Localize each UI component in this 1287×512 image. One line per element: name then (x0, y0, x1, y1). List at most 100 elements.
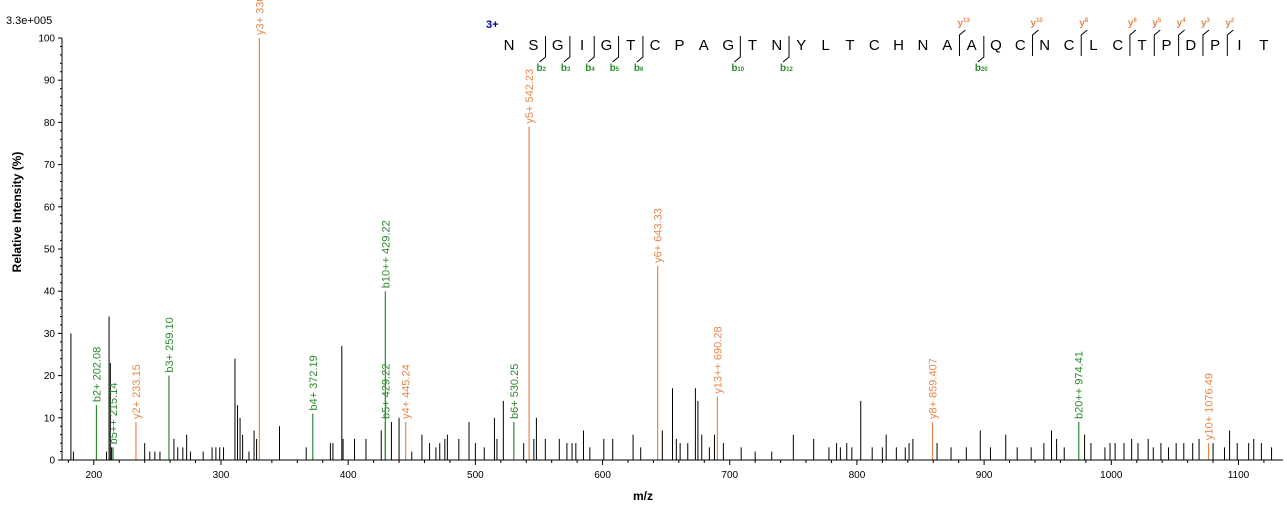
b-ion-marker (734, 36, 741, 63)
peak-label: y10+ 1076.49 (1204, 373, 1216, 440)
residue: C (1015, 37, 1026, 54)
b-ion-letter: b (537, 63, 543, 74)
residue: P (674, 37, 684, 54)
x-tick-label: 600 (594, 470, 611, 481)
b-ion-marker (563, 36, 571, 63)
b-ion-marker (977, 36, 985, 63)
peak-label: b10++ 429.22 (380, 220, 392, 288)
y-ion-marker (958, 29, 966, 56)
b-ion-number: 3 (567, 67, 571, 73)
residue: C (1064, 37, 1075, 54)
peak-label: b3+ 259.10 (164, 317, 176, 372)
residue: N (504, 37, 515, 54)
peak-label: b4+ 372.19 (308, 355, 320, 410)
x-tick-label: 400 (340, 470, 357, 481)
residue: N (771, 37, 782, 54)
y-tick-label: 40 (44, 287, 56, 298)
y-ion-label: y10 (1031, 18, 1044, 29)
charge-state-label: 3+ (486, 19, 499, 31)
y-ion-number: 2 (1231, 18, 1235, 24)
y-ion-letter: y (1128, 18, 1134, 29)
y-ion-number: 4 (1182, 18, 1186, 24)
b-ion-number: 10 (737, 67, 744, 73)
b-ion-letter: b (975, 63, 981, 74)
y-tick-label: 30 (44, 329, 56, 340)
residue: D (1185, 37, 1196, 54)
y-ion-letter: y (1031, 18, 1037, 29)
residue: G (601, 37, 613, 54)
b-ion-number: 20 (981, 67, 988, 73)
b-ion-label: b20 (975, 63, 988, 74)
peak-label: b2+ 202.08 (91, 347, 103, 402)
x-tick-label: 1000 (1100, 470, 1123, 481)
y-ion-number: 6 (1133, 18, 1137, 24)
y-ion-letter: y (1079, 18, 1085, 29)
residue: G (552, 37, 564, 54)
y-tick-label: 90 (44, 76, 56, 87)
peak-label: b5++ 215.14 (108, 383, 120, 445)
b-ion-marker (782, 36, 790, 63)
y-ion-label: y4 (1177, 18, 1187, 29)
y-tick-label: 0 (49, 456, 55, 467)
residue: C (1112, 37, 1123, 54)
y-ion-marker (1202, 29, 1210, 56)
annotated-peaks: b2+ 202.08 b5++ 215.14 y2+ 233.15 b3+ 259.1… (91, 0, 1216, 460)
y-ion-number: 3 (1207, 18, 1211, 24)
y-ion-label: y13 (957, 18, 970, 29)
peak-label: y3+ 330. (254, 0, 266, 35)
y-ion-label: y5 (1152, 18, 1162, 29)
b-ion-number: 12 (786, 67, 793, 73)
b-ion-number: 4 (591, 67, 595, 73)
intensity-scale-label: 3.3e+005 (6, 15, 52, 27)
x-axis-title: m/z (633, 489, 653, 503)
y-ion-letter: y (1177, 18, 1183, 29)
y-tick-label: 80 (44, 118, 56, 129)
residue: T (626, 37, 635, 54)
b-ion-label: b2 (537, 63, 547, 74)
axes: 0 10 20 30 40 50 60 70 80 90 100 200 300 400 500 600 700… (38, 34, 1283, 481)
b-ion-label: b5 (610, 63, 620, 74)
residue: C (650, 37, 661, 54)
y-ion-letter: y (1152, 18, 1158, 29)
y-ion-letter: y (1201, 18, 1207, 29)
peak-label: y6+ 643.33 (653, 208, 665, 263)
b-ion-label: b4 (585, 63, 595, 74)
peak-label: y2+ 233.15 (131, 364, 143, 419)
b-ion-label: b12 (780, 63, 793, 74)
y-ion-marker (1080, 29, 1088, 56)
peak-label: b5+ 429.22 (380, 364, 392, 419)
b-ion-letter: b (634, 63, 640, 74)
y-tick-label: 20 (44, 371, 56, 382)
y-tick-label: 10 (44, 413, 56, 424)
b-ion-number: 6 (640, 67, 644, 73)
residue: P (1210, 37, 1220, 54)
residue: T (1138, 37, 1147, 54)
peak-label: y8+ 859.407 (927, 358, 939, 419)
y-ion-letter: y (1225, 18, 1231, 29)
y-ion-label: y2 (1225, 18, 1235, 29)
residue: T (1259, 37, 1268, 54)
residue: I (580, 37, 584, 54)
y-ion-number: 10 (1036, 18, 1043, 24)
residue: A (942, 37, 952, 54)
y-ion-number: 8 (1085, 18, 1089, 24)
y-tick-label: 100 (38, 34, 55, 45)
y-ion-marker (1178, 29, 1185, 56)
x-tick-label: 800 (849, 470, 866, 481)
residue: A (699, 37, 709, 54)
y-ion-marker (1129, 29, 1137, 56)
peptide-sequence: 3+N S G I G T C P A G T N Y L T C H N A A Q C N C L C T P D P I Tb2 b3 b4… (486, 18, 1268, 74)
residue: N (918, 37, 929, 54)
peak-label: b20++ 974.41 (1074, 351, 1086, 419)
x-tick-label: 500 (467, 470, 484, 481)
b-ion-number: 2 (543, 67, 547, 73)
b-ion-letter: b (585, 63, 591, 74)
y-tick-label: 70 (44, 160, 56, 171)
residue: S (528, 37, 538, 54)
b-ion-letter: b (780, 63, 786, 74)
residue: T (748, 37, 757, 54)
unassigned-peaks (70, 316, 1273, 460)
y-tick-label: 50 (44, 245, 56, 256)
residue: Y (796, 37, 806, 54)
